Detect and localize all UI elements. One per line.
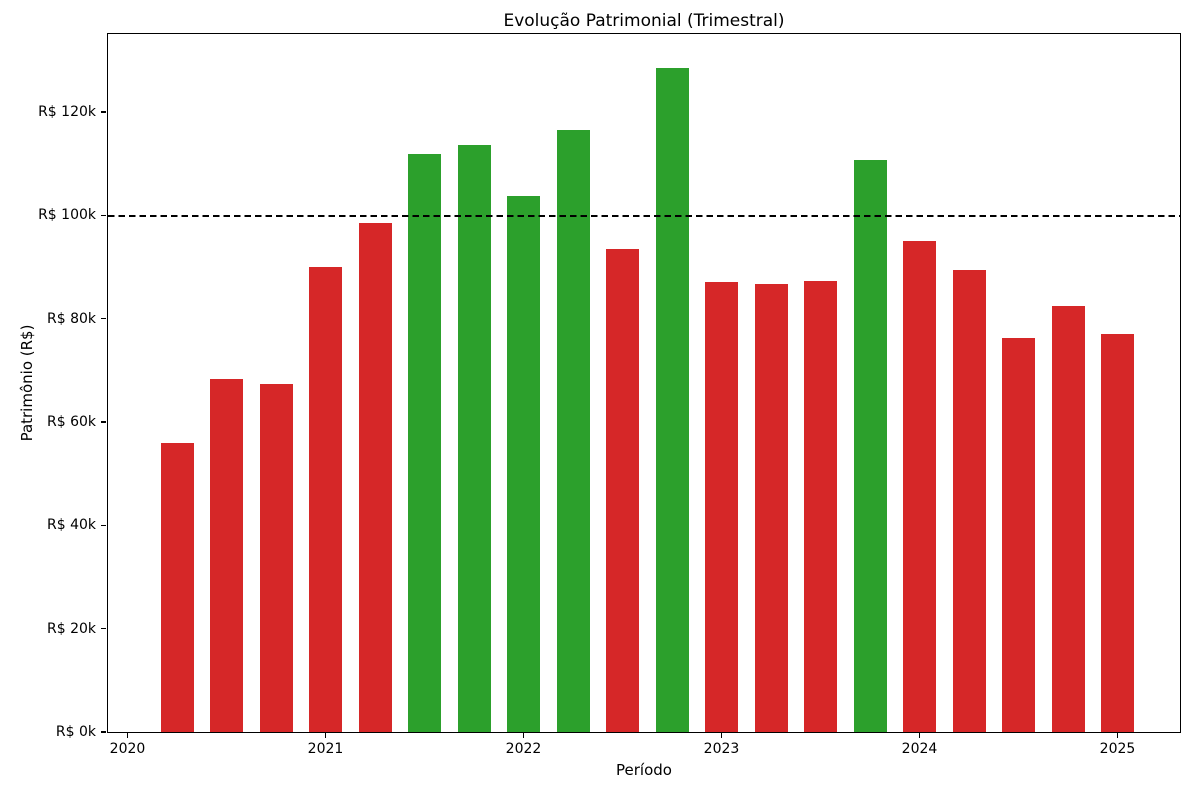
x-tick-mark [1116,733,1119,738]
bar-2020-Q3 [210,378,243,732]
bar-2024-Q3 [1002,337,1035,732]
y-tick-mark [101,524,106,526]
y-tick-mark [101,318,106,320]
bar-2023-Q3 [804,280,837,732]
y-tick-label: R$ 40k [46,517,96,534]
bar-2024-Q2 [952,269,986,732]
y-tick-label: R$ 120k [38,104,96,120]
y-tick-label: R$ 0k [55,724,96,740]
bar-2023-Q1 [705,282,738,732]
bar-2022-Q1 [507,196,540,732]
y-tick-label: R$ 20k [46,620,96,637]
x-tick-mark [324,733,327,738]
bar-2022-Q4 [655,68,689,732]
x-tick-mark [720,733,723,738]
y-tick-mark [101,111,106,113]
bar-2022-Q3 [606,249,639,732]
y-tick-label: R$ 60k [46,414,96,430]
bar-2023-Q4 [853,159,887,732]
x-tick-label: 2022 [505,741,542,757]
bar-2025-Q1 [1101,334,1134,732]
bar-2022-Q2 [556,130,590,732]
y-tick-mark [101,214,106,216]
bar-2021-Q4 [457,145,491,732]
x-tick-label: 2020 [109,741,146,757]
bar-2020-Q2 [160,442,194,732]
bar-2021-Q1 [309,266,342,732]
bar-2020-Q4 [259,384,293,732]
bar-2024-Q1 [903,241,936,732]
y-tick-label: R$ 100k [38,207,96,224]
bar-2021-Q2 [358,223,392,732]
y-tick-mark [101,628,106,630]
chart-title: Evolução Patrimonial (Trimestral) [503,11,785,31]
x-tick-label: 2024 [901,741,938,757]
x-tick-mark [126,733,129,738]
x-tick-mark [522,733,525,738]
y-tick-mark [101,731,106,733]
plot-area: R$ 0k R$ 20k R$ 40k R$ 60k R$ 80k R$ 100k R$ 1… [38,33,1181,757]
bar-2021-Q3 [408,153,441,732]
bar-2024-Q4 [1051,306,1085,732]
x-tick-label: 2023 [703,741,740,757]
bar-2023-Q2 [754,283,788,732]
x-tick-label: 2021 [307,741,344,757]
y-tick-label: R$ 80k [46,310,96,327]
x-tick-label: 2025 [1099,741,1136,757]
x-axis-label: Período [616,761,672,779]
y-tick-mark [101,421,106,423]
threshold-line [108,215,1180,217]
x-tick-mark [918,733,921,738]
